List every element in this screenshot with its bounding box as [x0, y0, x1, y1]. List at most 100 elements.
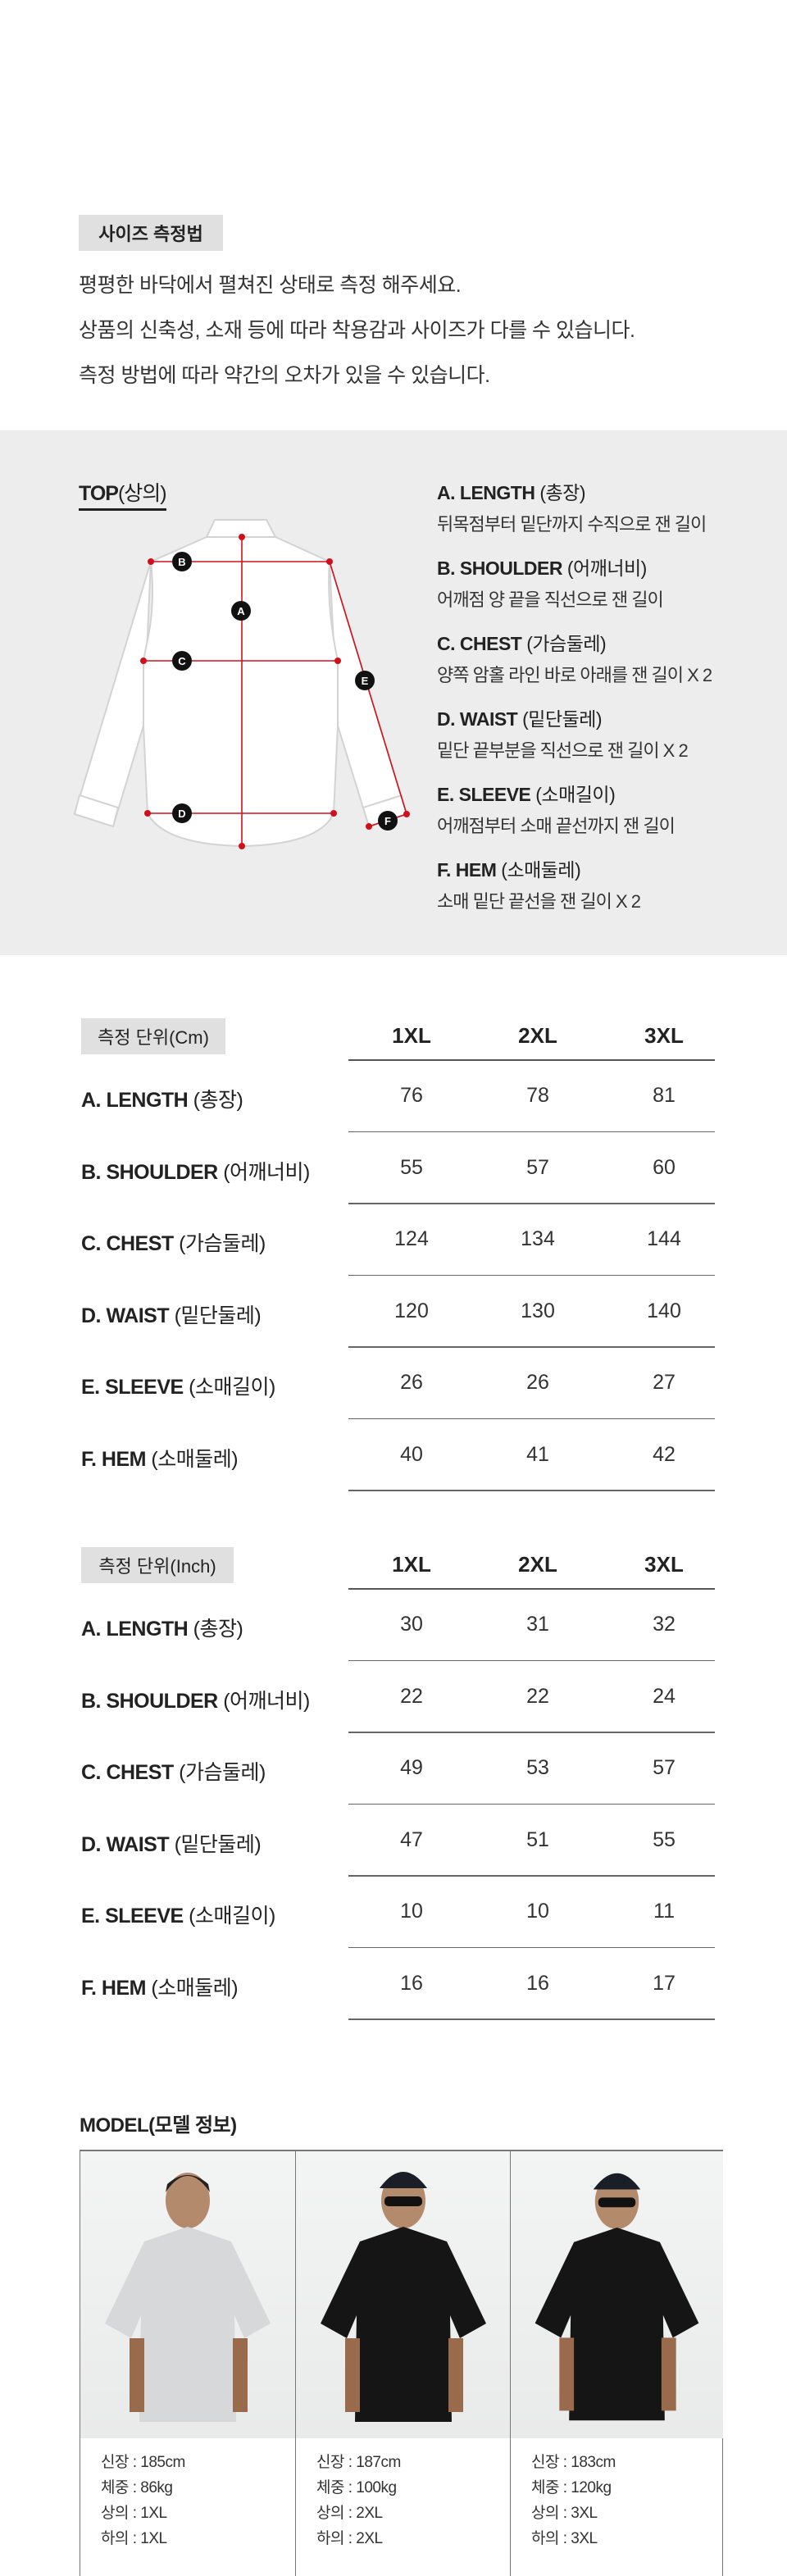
measure-title: A. LENGTH (총장): [437, 482, 585, 503]
shirt-body: [143, 536, 339, 848]
svg-text:D: D: [178, 808, 185, 820]
model-card: 신장 : 185cm 체중 : 86kg 상의 : 1XL 하의 : 1XL: [80, 2151, 295, 2576]
table-divider: [348, 1875, 715, 1877]
marker-c: C: [172, 651, 192, 671]
model-spec: 상의 : 3XL: [531, 2505, 598, 2522]
unit-label: 측정 단위(Inch): [81, 1547, 234, 1583]
intro-line: 평평한 바닥에서 펼쳐진 상태로 측정 해주세요.: [79, 274, 462, 297]
measure-description: 소매 밑단 끝선을 잰 길이 X 2: [437, 891, 641, 912]
measure-title: C. CHEST (가슴둘레): [437, 633, 607, 654]
table-cell: 55: [400, 1155, 423, 1179]
size-guide-title: 사이즈 측정법: [79, 215, 223, 251]
measure-description: 뒤목점부터 밑단까지 수직으로 잰 길이: [437, 514, 707, 535]
model-card: 신장 : 183cm 체중 : 120kg 상의 : 3XL 하의 : 3XL: [510, 2151, 723, 2576]
model-spec: 상의 : 2XL: [316, 2505, 383, 2522]
table-row-label: D. WAIST (밑단둘레): [81, 1304, 262, 1327]
table-divider: [348, 1659, 715, 1661]
table-cell: 49: [400, 1756, 423, 1779]
model-photo: [80, 2151, 295, 2438]
table-divider: [348, 1203, 715, 1204]
table-row-label: E. SLEEVE (소매길이): [81, 1905, 275, 1927]
size-column-header: 2XL: [518, 1552, 557, 1577]
model-photo: [296, 2151, 511, 2438]
table-divider: [348, 1274, 715, 1276]
model-card: 신장 : 187cm 체중 : 100kg 상의 : 2XL 하의 : 2XL: [295, 2151, 511, 2576]
table-row-label: C. CHEST (가슴둘레): [81, 1761, 266, 1784]
svg-text:A: A: [237, 605, 245, 617]
table-cell: 57: [526, 1155, 549, 1179]
model-spec: 체중 : 120kg: [531, 2479, 612, 2496]
size-column-header: 3XL: [644, 1552, 684, 1577]
table-cell: 11: [653, 1900, 675, 1923]
table-cell: 41: [526, 1442, 549, 1466]
table-cell: 51: [526, 1827, 549, 1851]
size-column-header: 1XL: [392, 1023, 431, 1048]
table-cell: 53: [526, 1756, 549, 1779]
table-cell: 10: [526, 1900, 549, 1923]
model-info-title: MODEL(모델 정보): [80, 2114, 237, 2137]
table-cell: 16: [526, 1971, 549, 1995]
table-cell: 144: [647, 1227, 681, 1250]
table-cell: 10: [400, 1900, 423, 1923]
table-cell: 78: [526, 1084, 549, 1107]
table-cell: 134: [521, 1227, 555, 1250]
marker-a: A: [231, 601, 251, 621]
model-spec: 체중 : 86kg: [101, 2479, 173, 2496]
table-cell: 81: [653, 1084, 676, 1107]
table-cell: 31: [526, 1613, 549, 1636]
table-cell: 27: [653, 1371, 676, 1394]
size-column-header: 1XL: [392, 1552, 431, 1577]
marker-e: E: [355, 671, 375, 690]
table-divider: [348, 2018, 715, 2020]
intro-line: 상품의 신축성, 소재 등에 따라 착용감과 사이즈가 다를 수 있습니다.: [79, 319, 635, 342]
table-cell: 76: [400, 1084, 423, 1107]
measure-description: 어깨점 양 끝을 직선으로 잰 길이: [437, 589, 664, 610]
table-cell: 120: [394, 1299, 429, 1322]
table-divider: [348, 1131, 715, 1132]
table-cell: 22: [400, 1684, 423, 1708]
shirt-diagram: A B C D E F: [73, 519, 410, 849]
table-row-label: A. LENGTH (총장): [81, 1618, 243, 1641]
table-row-label: F. HEM (소매둘레): [81, 1976, 239, 2000]
table-cell: 47: [400, 1827, 423, 1851]
shirt-left-cuff: [73, 794, 120, 828]
table-divider: [348, 1588, 715, 1590]
unit-label: 측정 단위(Cm): [81, 1018, 225, 1054]
table-cell: 16: [400, 1971, 423, 1995]
svg-text:C: C: [178, 655, 186, 667]
table-cell: 57: [653, 1756, 676, 1779]
table-cell: 24: [653, 1684, 676, 1708]
model-spec: 하의 : 2XL: [316, 2530, 383, 2547]
marker-b: B: [172, 552, 192, 571]
model-info-box: 신장 : 185cm 체중 : 86kg 상의 : 1XL 하의 : 1XL 신장 :…: [80, 2150, 723, 2576]
table-cell: 42: [653, 1442, 676, 1466]
table-cell: 26: [400, 1371, 423, 1394]
model-spec: 신장 : 183cm: [531, 2454, 616, 2471]
table-cell: 40: [400, 1442, 423, 1466]
table-divider: [348, 1346, 715, 1348]
shirt-collar: [205, 519, 277, 538]
table-cell: 26: [526, 1371, 549, 1394]
measure-title: F. HEM (소매둘레): [437, 859, 581, 881]
measure-title: B. SHOULDER (어깨너비): [437, 558, 647, 579]
table-row-label: B. SHOULDER (어깨너비): [81, 1689, 310, 1713]
table-divider: [348, 1418, 715, 1419]
table-row-label: C. CHEST (가슴둘레): [81, 1232, 266, 1255]
table-cell: 22: [526, 1684, 549, 1708]
table-row-label: A. LENGTH (총장): [81, 1089, 243, 1112]
table-row-label: E. SLEEVE (소매길이): [81, 1376, 275, 1399]
table-cell: 130: [521, 1299, 555, 1322]
size-column-header: 2XL: [518, 1023, 557, 1048]
table-cell: 55: [653, 1827, 676, 1851]
marker-f: F: [378, 811, 398, 831]
intro-line: 측정 방법에 따라 약간의 오차가 있을 수 있습니다.: [79, 364, 490, 387]
measure-title: E. SLEEVE (소매길이): [437, 784, 616, 805]
table-divider: [348, 1803, 715, 1805]
measure-points: [140, 534, 410, 849]
table-cell: 124: [394, 1227, 429, 1250]
table-row-label: F. HEM (소매둘레): [81, 1447, 239, 1471]
table-cell: 32: [653, 1613, 676, 1636]
shirt-left-sleeve: [73, 561, 152, 828]
top-label: TOP(상의): [79, 477, 167, 511]
svg-text:B: B: [178, 556, 185, 568]
